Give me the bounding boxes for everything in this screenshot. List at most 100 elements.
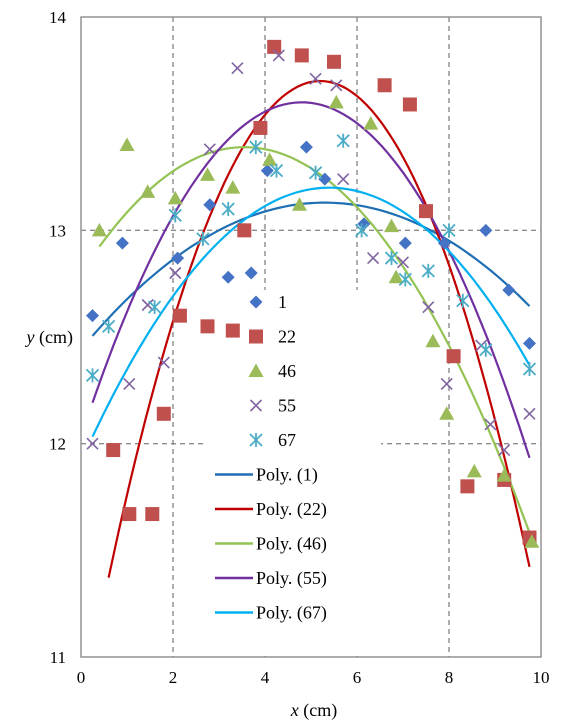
trendline: [107, 79, 531, 578]
data-point: [384, 218, 399, 233]
y-tick-label: 11: [50, 648, 66, 667]
data-point: [299, 140, 313, 154]
x-tick-label: 2: [169, 668, 178, 687]
data-point: [260, 164, 274, 178]
trendline: [91, 101, 531, 459]
legend: 1 22 46 55 67 Poly. (1) Poly. (22) Poly. (46) Po…: [215, 292, 327, 624]
legend-marker: [249, 433, 263, 447]
data-point: [421, 263, 435, 278]
data-point: [318, 172, 332, 186]
data-point: [225, 180, 241, 194]
data-point: [479, 342, 493, 357]
legend-label: Poly. (55): [256, 568, 327, 589]
data-point: [168, 208, 182, 223]
data-point: [119, 137, 135, 151]
x-tick-label: 4: [261, 668, 270, 687]
marker-stroke: [523, 407, 536, 420]
data-point: [200, 167, 215, 181]
data-point: [221, 270, 235, 284]
marker-stroke: [157, 356, 170, 369]
data-point: [115, 236, 129, 250]
marker-stroke: [169, 266, 182, 280]
y-axis-title: y (cm): [25, 327, 73, 348]
data-point: [294, 48, 309, 63]
data-point: [309, 72, 322, 85]
data-point: [442, 223, 456, 238]
data-point: [524, 534, 540, 548]
data-point: [106, 443, 121, 458]
legend-label: 1: [278, 292, 287, 312]
legend-marker: [248, 363, 264, 377]
marker-stroke: [249, 399, 263, 412]
marker-stroke: [396, 256, 410, 269]
data-point: [422, 301, 435, 314]
y-axis-unit: (cm): [35, 327, 73, 348]
marker-stroke: [123, 377, 136, 390]
x-tick-label: 0: [77, 668, 86, 687]
data-point: [169, 266, 182, 280]
data-point: [262, 152, 278, 166]
data-point: [484, 418, 497, 431]
data-point: [388, 269, 404, 284]
data-point: [231, 62, 244, 75]
data-point: [419, 204, 433, 219]
data-point: [337, 173, 350, 186]
data-point: [479, 223, 493, 237]
marker-stroke: [141, 298, 154, 312]
data-point: [446, 349, 461, 364]
data-point: [357, 217, 371, 231]
legend-background: [205, 290, 381, 655]
data-point: [398, 236, 412, 250]
data-point: [85, 368, 100, 383]
data-point: [249, 140, 263, 155]
data-point: [328, 94, 344, 109]
data-point: [466, 463, 482, 478]
data-point: [377, 78, 392, 93]
y-tick-label: 12: [49, 435, 66, 454]
data-point: [122, 507, 137, 522]
data-point: [363, 116, 379, 130]
marker-stroke: [337, 173, 350, 186]
y-tick-label: 14: [49, 8, 67, 27]
data-point: [292, 197, 307, 211]
data-point: [203, 143, 216, 156]
data-point: [91, 222, 107, 237]
legend-marker: [249, 295, 263, 309]
x-tick-label: 8: [445, 668, 454, 687]
data-point: [172, 308, 187, 323]
x-tick-label: 6: [353, 668, 362, 687]
data-point: [171, 251, 185, 265]
data-point: [396, 256, 410, 269]
marker-stroke: [440, 377, 453, 390]
data-point: [425, 333, 441, 348]
grid: [80, 16, 542, 658]
marker-stroke: [330, 79, 343, 92]
legend-label: Poly. (67): [256, 603, 327, 624]
data-point: [384, 251, 399, 266]
trendline: [91, 186, 531, 438]
legend-label: Poly. (1): [256, 465, 318, 486]
data-point: [196, 231, 210, 246]
legend-label: Poly. (46): [256, 534, 327, 555]
data-point: [267, 39, 282, 54]
data-point: [402, 97, 417, 112]
data-point: [523, 336, 536, 350]
data-point: [140, 184, 156, 198]
data-point: [157, 356, 170, 369]
y-axis-variable: y: [25, 327, 35, 347]
data-point: [440, 377, 453, 390]
legend-label: Poly. (22): [256, 499, 327, 520]
data-point: [330, 79, 343, 92]
data-point: [253, 120, 268, 135]
data-point: [498, 444, 511, 457]
data-point: [439, 406, 455, 420]
data-point: [147, 300, 162, 315]
data-point: [203, 198, 217, 212]
data-point: [225, 323, 240, 338]
data-point: [336, 133, 350, 148]
data-point: [269, 163, 284, 178]
data-point: [327, 54, 341, 69]
